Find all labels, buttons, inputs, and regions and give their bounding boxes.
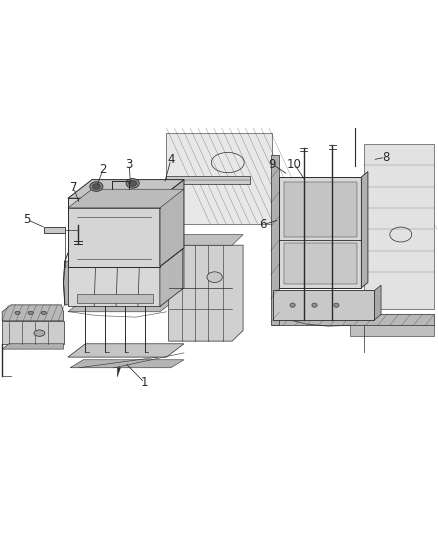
Polygon shape: [70, 360, 184, 368]
Ellipse shape: [334, 303, 339, 307]
Polygon shape: [117, 368, 120, 377]
Ellipse shape: [41, 311, 46, 314]
Polygon shape: [374, 285, 381, 320]
Polygon shape: [169, 245, 243, 341]
Polygon shape: [273, 290, 374, 320]
Polygon shape: [160, 180, 184, 266]
Text: 5: 5: [24, 213, 31, 226]
Ellipse shape: [15, 311, 20, 314]
Text: 10: 10: [287, 158, 302, 171]
Ellipse shape: [28, 311, 33, 314]
Polygon shape: [2, 321, 64, 344]
Polygon shape: [68, 248, 184, 266]
Text: 9: 9: [268, 158, 276, 171]
Polygon shape: [272, 314, 434, 325]
Polygon shape: [64, 261, 72, 305]
Polygon shape: [77, 294, 153, 303]
Polygon shape: [68, 293, 184, 312]
Ellipse shape: [312, 303, 317, 307]
Polygon shape: [284, 182, 357, 237]
Polygon shape: [279, 177, 361, 288]
Text: 3: 3: [126, 158, 133, 171]
Polygon shape: [68, 198, 160, 266]
Text: 1: 1: [141, 376, 148, 389]
Polygon shape: [44, 227, 65, 233]
Polygon shape: [68, 189, 184, 208]
Text: 4: 4: [167, 154, 175, 166]
Text: 6: 6: [259, 219, 267, 231]
Polygon shape: [350, 325, 434, 336]
Ellipse shape: [207, 272, 222, 282]
Polygon shape: [2, 344, 64, 349]
Ellipse shape: [34, 330, 45, 336]
Ellipse shape: [90, 182, 103, 191]
Polygon shape: [68, 180, 184, 198]
Polygon shape: [364, 144, 434, 309]
Polygon shape: [68, 344, 184, 357]
Ellipse shape: [129, 180, 137, 187]
Polygon shape: [361, 172, 368, 288]
Ellipse shape: [92, 183, 100, 189]
Polygon shape: [271, 155, 279, 325]
Text: 2: 2: [99, 163, 107, 176]
Ellipse shape: [126, 179, 139, 188]
Polygon shape: [2, 305, 64, 321]
Polygon shape: [169, 235, 243, 245]
Polygon shape: [284, 243, 357, 284]
Polygon shape: [160, 248, 184, 306]
Polygon shape: [166, 133, 272, 224]
Ellipse shape: [290, 303, 295, 307]
Text: 7: 7: [70, 181, 78, 194]
Text: 8: 8: [382, 151, 389, 164]
Polygon shape: [68, 266, 160, 306]
Polygon shape: [166, 176, 250, 184]
